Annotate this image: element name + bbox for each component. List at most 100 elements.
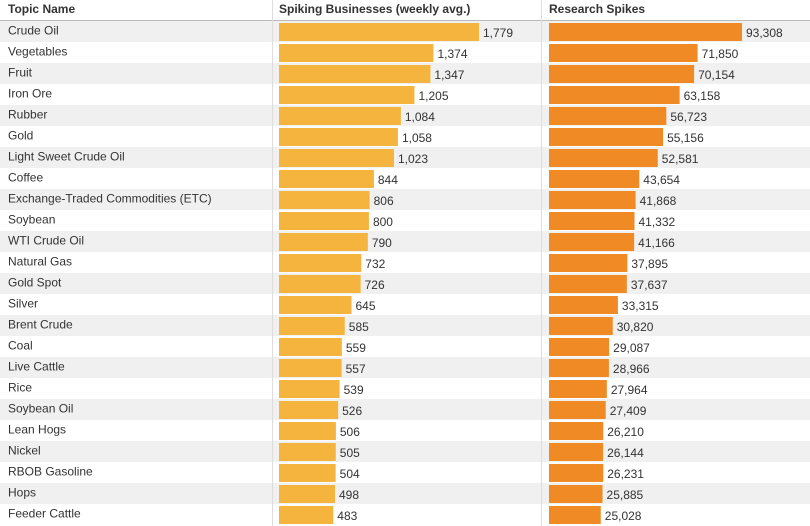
value-label: 27,409 bbox=[610, 404, 647, 418]
value-label: 41,332 bbox=[638, 215, 675, 229]
row-label: Brent Crude bbox=[8, 318, 73, 332]
row-bg bbox=[0, 231, 810, 252]
value-label: 52,581 bbox=[662, 152, 699, 166]
value-label: 726 bbox=[365, 278, 385, 292]
value-label: 559 bbox=[346, 341, 366, 355]
bar bbox=[279, 23, 479, 41]
row-label: Silver bbox=[8, 297, 38, 311]
value-label: 498 bbox=[339, 488, 359, 502]
bar bbox=[279, 317, 345, 335]
bar bbox=[279, 44, 434, 62]
bar bbox=[279, 107, 401, 125]
row-label: Gold Spot bbox=[8, 276, 62, 290]
value-label: 41,868 bbox=[640, 194, 677, 208]
bar bbox=[549, 170, 640, 188]
row-bg bbox=[0, 273, 810, 294]
bar bbox=[279, 296, 352, 314]
value-label: 63,158 bbox=[684, 89, 721, 103]
value-label: 37,637 bbox=[631, 278, 668, 292]
bar bbox=[549, 44, 698, 62]
column-header: Research Spikes bbox=[549, 2, 645, 16]
value-label: 1,205 bbox=[418, 89, 448, 103]
bar bbox=[549, 149, 658, 167]
value-label: 28,966 bbox=[613, 362, 650, 376]
row-label: Gold bbox=[8, 129, 33, 143]
value-label: 557 bbox=[346, 362, 366, 376]
value-label: 1,347 bbox=[434, 68, 464, 82]
bar bbox=[279, 422, 336, 440]
value-label: 27,964 bbox=[611, 383, 648, 397]
bar bbox=[279, 443, 336, 461]
value-label: 93,308 bbox=[746, 26, 783, 40]
bar bbox=[279, 485, 335, 503]
row-label: Lean Hogs bbox=[8, 423, 66, 437]
bar bbox=[549, 338, 610, 356]
row-label: Nickel bbox=[8, 444, 41, 458]
value-label: 844 bbox=[378, 173, 398, 187]
value-label: 43,654 bbox=[643, 173, 680, 187]
row-label: Light Sweet Crude Oil bbox=[8, 150, 125, 164]
value-label: 1,374 bbox=[437, 47, 467, 61]
value-label: 1,779 bbox=[483, 26, 513, 40]
bar bbox=[549, 212, 635, 230]
row-label: Hops bbox=[8, 486, 36, 500]
value-label: 26,144 bbox=[607, 446, 644, 460]
row-label: RBOB Gasoline bbox=[8, 465, 93, 479]
value-label: 29,087 bbox=[613, 341, 650, 355]
bar bbox=[549, 422, 604, 440]
bar bbox=[279, 149, 395, 167]
value-label: 505 bbox=[340, 446, 360, 460]
bar bbox=[549, 275, 627, 293]
value-label: 506 bbox=[340, 425, 360, 439]
row-label: Rubber bbox=[8, 108, 47, 122]
value-label: 70,154 bbox=[698, 68, 735, 82]
value-label: 790 bbox=[372, 236, 392, 250]
bar bbox=[549, 380, 607, 398]
row-label: WTI Crude Oil bbox=[8, 234, 84, 248]
bar bbox=[549, 485, 603, 503]
bar bbox=[549, 401, 606, 419]
bar bbox=[279, 86, 415, 104]
bar bbox=[549, 464, 604, 482]
value-label: 25,028 bbox=[605, 509, 642, 523]
row-label: Coffee bbox=[8, 171, 43, 185]
value-label: 55,156 bbox=[667, 131, 704, 145]
bar bbox=[549, 23, 742, 41]
value-label: 526 bbox=[342, 404, 362, 418]
value-label: 539 bbox=[344, 383, 364, 397]
value-label: 732 bbox=[365, 257, 385, 271]
value-label: 26,231 bbox=[607, 467, 644, 481]
row-label: Live Cattle bbox=[8, 360, 65, 374]
value-label: 585 bbox=[349, 320, 369, 334]
bar bbox=[549, 107, 667, 125]
bar bbox=[279, 506, 334, 524]
value-label: 56,723 bbox=[670, 110, 707, 124]
bar bbox=[279, 380, 340, 398]
row-label: Rice bbox=[8, 381, 32, 395]
bar bbox=[549, 65, 695, 83]
row-label: Coal bbox=[8, 339, 33, 353]
bar bbox=[279, 464, 336, 482]
bar bbox=[549, 317, 613, 335]
bar bbox=[549, 443, 604, 461]
value-label: 1,058 bbox=[402, 131, 432, 145]
row-label: Natural Gas bbox=[8, 255, 72, 269]
bar bbox=[279, 359, 342, 377]
value-label: 71,850 bbox=[702, 47, 739, 61]
row-bg bbox=[0, 441, 810, 462]
column-header: Spiking Businesses (weekly avg.) bbox=[279, 2, 470, 16]
row-bg bbox=[0, 399, 810, 420]
row-label: Crude Oil bbox=[8, 24, 59, 38]
bar bbox=[549, 233, 635, 251]
bar bbox=[279, 65, 431, 83]
bar bbox=[279, 338, 342, 356]
value-label: 33,315 bbox=[622, 299, 659, 313]
bar bbox=[549, 191, 636, 209]
row-label: Fruit bbox=[8, 66, 33, 80]
bar bbox=[279, 128, 398, 146]
row-bg bbox=[0, 483, 810, 504]
bar bbox=[549, 128, 664, 146]
bar bbox=[279, 233, 368, 251]
bar bbox=[279, 170, 374, 188]
bar bbox=[279, 275, 361, 293]
